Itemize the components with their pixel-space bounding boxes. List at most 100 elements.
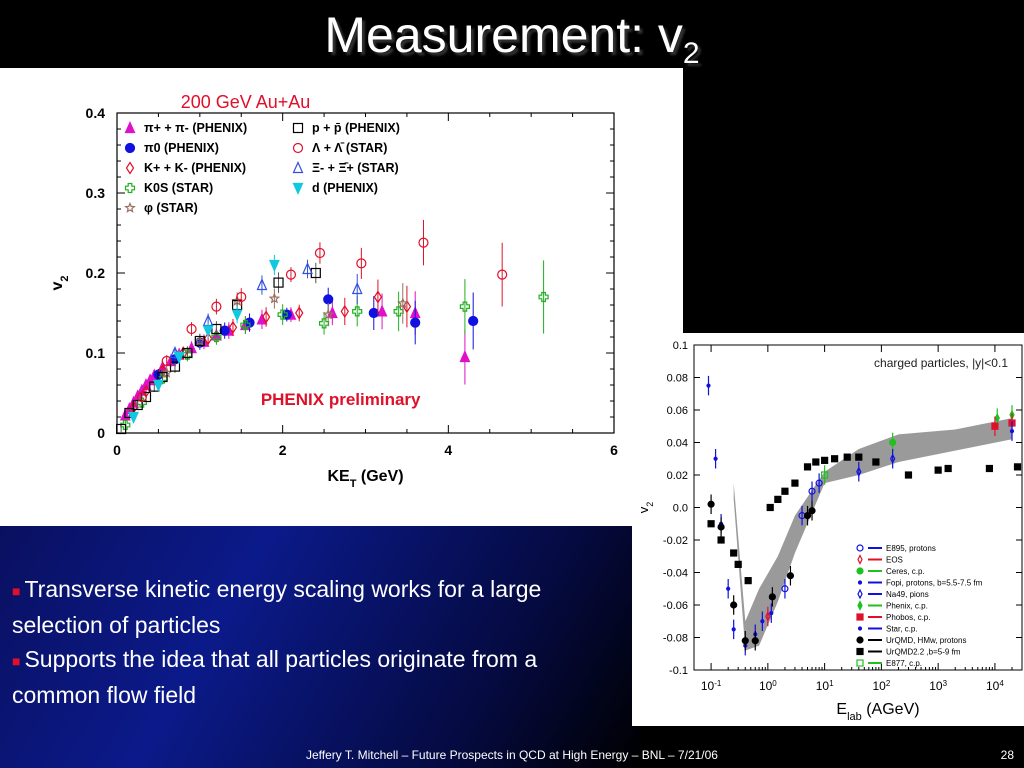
y-tick-label: -0.1 bbox=[669, 665, 688, 677]
data-point bbox=[136, 391, 147, 403]
legend-label: Ceres, c.p. bbox=[886, 567, 925, 576]
data-point bbox=[538, 291, 549, 303]
x-tick-label: 103 bbox=[929, 679, 947, 694]
data-point bbox=[211, 301, 222, 312]
data-point bbox=[731, 627, 736, 632]
data-point bbox=[734, 560, 742, 568]
data-point bbox=[314, 247, 326, 259]
slide-background-gradient bbox=[0, 526, 640, 768]
data-point bbox=[991, 422, 999, 430]
data-point bbox=[186, 323, 197, 335]
data-point bbox=[934, 466, 942, 474]
data-point bbox=[356, 258, 367, 269]
data-point bbox=[173, 351, 185, 364]
data-point bbox=[322, 308, 334, 320]
data-point bbox=[781, 585, 789, 593]
y-tick-label: 0.04 bbox=[667, 438, 688, 450]
x-tick-label: 0 bbox=[113, 442, 121, 458]
data-point bbox=[1009, 429, 1015, 434]
legend-marker bbox=[124, 182, 136, 194]
y-axis-label: v2 bbox=[49, 275, 71, 290]
legend-label: Fopi, protons, b=5.5-7.5 fm bbox=[886, 579, 983, 588]
x-tick-exponent: -1 bbox=[714, 679, 722, 688]
legend-marker bbox=[856, 659, 864, 667]
x-tick-label: 6 bbox=[610, 442, 618, 458]
data-point bbox=[730, 601, 738, 609]
y-axis-label: v2 bbox=[636, 502, 655, 514]
legend-label: E877, c.p. bbox=[886, 659, 922, 668]
model-band bbox=[733, 418, 1012, 651]
data-point bbox=[459, 350, 471, 363]
data-point bbox=[744, 577, 752, 585]
bullet-item: ■ Supports the idea that all particles or… bbox=[12, 645, 538, 708]
data-point bbox=[368, 307, 379, 319]
data-point bbox=[985, 464, 994, 473]
x-tick-exponent: 3 bbox=[943, 679, 948, 688]
data-point bbox=[128, 411, 139, 424]
data-point bbox=[373, 290, 383, 304]
x-axis-label: Elab (AGeV) bbox=[836, 701, 919, 723]
data-point bbox=[211, 331, 222, 343]
data-point bbox=[856, 466, 862, 478]
legend-marker bbox=[857, 554, 863, 565]
data-point bbox=[803, 463, 812, 471]
data-point bbox=[889, 438, 897, 447]
x-axis-label-unit: (GeV) bbox=[356, 468, 403, 485]
x-axis-label-unit: (AGeV) bbox=[862, 701, 920, 718]
data-point bbox=[751, 637, 759, 645]
y-tick-label: 0.4 bbox=[86, 105, 106, 121]
x-tick-exponent: 2 bbox=[886, 679, 891, 688]
legend-label: E895, protons bbox=[886, 544, 936, 553]
x-tick-label: 102 bbox=[872, 679, 890, 694]
data-point bbox=[277, 309, 288, 320]
legend-label: K+ + K- (PHENIX) bbox=[144, 161, 246, 175]
bullet-list: ■ Transverse kinetic energy scaling works… bbox=[12, 572, 612, 712]
x-tick-label: 2 bbox=[279, 442, 287, 458]
data-point bbox=[791, 479, 799, 487]
legend-label: K0S (STAR) bbox=[144, 181, 213, 195]
data-point bbox=[707, 500, 715, 508]
legend-marker bbox=[292, 122, 304, 134]
data-point bbox=[831, 455, 839, 463]
legend-marker bbox=[857, 588, 863, 600]
y-tick-label: -0.02 bbox=[663, 535, 688, 547]
legend-marker bbox=[125, 161, 135, 175]
data-point bbox=[240, 319, 251, 331]
data-point bbox=[768, 593, 776, 601]
legend-marker bbox=[856, 567, 864, 575]
legend-label: UrQMD, HMw, protons bbox=[886, 636, 966, 645]
x-tick-exponent: 1 bbox=[829, 679, 834, 688]
y-tick-label: -0.06 bbox=[663, 600, 688, 612]
data-point bbox=[219, 325, 230, 336]
data-point bbox=[944, 464, 952, 473]
legend-label: Ξ- + Ξ̄+ (STAR) bbox=[312, 161, 399, 175]
legend-label: φ (STAR) bbox=[144, 201, 198, 215]
data-point bbox=[194, 335, 205, 347]
y-tick-label: -0.04 bbox=[663, 568, 688, 580]
legend-marker bbox=[124, 121, 136, 134]
chart-title: 200 GeV Au+Au bbox=[181, 92, 311, 112]
data-point bbox=[765, 611, 771, 622]
legend-label: p + p̄ (PHENIX) bbox=[312, 121, 400, 135]
data-point bbox=[855, 453, 863, 461]
data-point bbox=[231, 309, 243, 322]
legend-label: Na49, pions bbox=[886, 590, 929, 599]
data-point bbox=[323, 294, 334, 305]
data-point bbox=[766, 503, 774, 512]
data-point bbox=[152, 379, 164, 392]
data-point bbox=[760, 619, 765, 624]
legend-marker bbox=[857, 580, 863, 585]
data-point bbox=[256, 312, 268, 325]
slide-title: Measurement: v2 bbox=[324, 7, 700, 70]
data-point bbox=[808, 487, 816, 495]
data-point bbox=[808, 507, 816, 515]
y-tick-label: 0.2 bbox=[86, 265, 106, 281]
bullet-square-icon: ■ bbox=[12, 582, 21, 599]
slide-footer: Jeffery T. Mitchell – Future Prospects i… bbox=[306, 748, 718, 762]
data-point bbox=[1013, 463, 1022, 471]
data-point bbox=[132, 399, 143, 411]
data-point bbox=[418, 237, 429, 248]
data-point bbox=[352, 306, 363, 317]
data-point bbox=[376, 304, 388, 317]
data-point bbox=[203, 331, 213, 346]
